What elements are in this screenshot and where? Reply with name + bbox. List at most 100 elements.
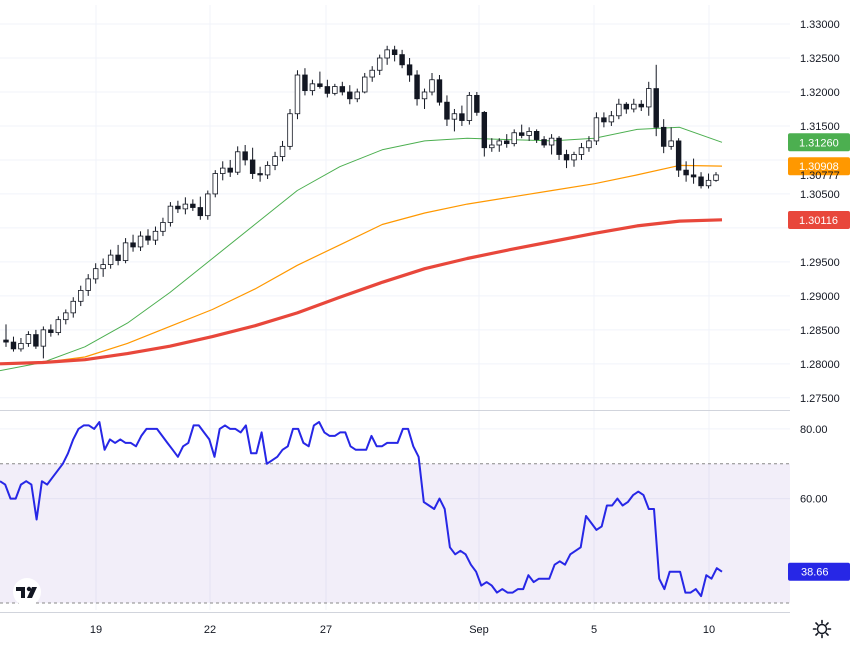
bullish-candle	[369, 69, 375, 78]
bullish-candle	[511, 132, 517, 145]
bearish-candle	[406, 64, 413, 76]
price-badge	[788, 157, 850, 176]
bullish-candle	[92, 268, 99, 280]
time-tick-label: 22	[204, 624, 216, 636]
bullish-candle	[466, 94, 473, 121]
bullish-candle	[220, 167, 226, 174]
bearish-candle	[623, 103, 630, 110]
bullish-candle	[294, 74, 301, 115]
time-tick-label: 5	[591, 624, 597, 636]
bearish-candle	[399, 54, 405, 66]
bullish-candle	[264, 164, 271, 176]
bullish-candle	[429, 79, 435, 93]
bullish-candle	[631, 103, 637, 110]
bullish-candle	[586, 140, 592, 149]
bearish-candle	[10, 341, 17, 350]
bearish-candle	[504, 140, 510, 145]
rsi-value-label: 38.66	[801, 567, 829, 579]
bearish-candle	[130, 242, 136, 248]
bearish-candle	[414, 74, 420, 100]
price-tick-label: 1.28500	[800, 325, 840, 337]
bearish-candle	[563, 154, 570, 161]
bearish-candle	[533, 131, 540, 140]
price-tick-label: 1.30500	[800, 189, 840, 201]
price-badge	[788, 133, 850, 152]
bullish-candle	[25, 334, 32, 344]
bullish-candle	[668, 140, 674, 147]
price-tick-label: 1.32000	[800, 87, 840, 99]
time-axis[interactable]: 19 22 27 Sep 5 10	[90, 624, 715, 636]
bullish-candle	[287, 113, 293, 147]
tradingview-logo-icon	[13, 578, 41, 606]
rsi-value-badge	[788, 562, 850, 581]
bullish-candle	[578, 147, 585, 155]
bullish-candle	[384, 49, 390, 59]
bearish-candle	[601, 117, 607, 123]
bullish-candle	[152, 230, 159, 241]
bullish-candle	[451, 113, 458, 120]
bearish-candle	[436, 79, 443, 103]
bullish-candle	[63, 312, 69, 321]
bullish-candle	[309, 83, 316, 92]
bearish-candle	[556, 137, 562, 155]
price-badge-label: 1.31260	[799, 137, 839, 149]
bearish-candle	[660, 126, 667, 147]
bullish-candle	[70, 300, 76, 314]
bullish-candle	[489, 144, 495, 149]
bullish-candle	[548, 137, 555, 146]
bearish-candle	[541, 139, 547, 146]
bullish-candle	[421, 91, 428, 100]
bullish-candle	[100, 264, 106, 270]
bearish-candle	[347, 91, 353, 100]
tradingview-logo[interactable]	[10, 578, 44, 606]
bullish-candle	[496, 140, 502, 146]
moving-average-lines	[0, 126, 723, 372]
price-badge-label: 1.30116	[799, 215, 838, 227]
bearish-candle	[339, 86, 346, 93]
price-badge-label: 1.30908	[799, 161, 839, 173]
current-price-label: 1.30777	[800, 170, 840, 182]
bullish-candle	[18, 343, 24, 350]
rsi-overbought-oversold-band	[0, 463, 790, 604]
bearish-candle	[698, 176, 704, 187]
bullish-candle	[107, 254, 114, 266]
bullish-candle	[705, 179, 712, 187]
grid-lines	[0, 5, 790, 610]
gear-icon	[812, 619, 832, 639]
price-tick-label: 1.33000	[800, 19, 840, 31]
moving-average-line	[0, 126, 723, 372]
price-tick-label: 1.29000	[800, 291, 840, 303]
rsi-series-line	[0, 421, 723, 598]
bearish-candle	[653, 88, 659, 128]
bearish-candle	[324, 86, 331, 94]
price-tick-label: 1.29500	[800, 257, 840, 269]
bearish-candle	[197, 207, 204, 217]
bullish-candle	[354, 91, 360, 100]
bullish-candle	[234, 151, 241, 173]
bullish-candle	[182, 203, 189, 210]
price-axis[interactable]: 1.33000 1.32500 1.32000 1.31500 1.30500 1.295…	[800, 19, 840, 405]
bullish-candle	[85, 278, 91, 291]
bullish-candle	[167, 205, 174, 223]
time-tick-label: 27	[320, 624, 332, 636]
bullish-candle	[78, 290, 84, 302]
bullish-candle	[55, 319, 62, 333]
bullish-candle	[571, 154, 577, 161]
candlesticks	[3, 45, 719, 359]
time-tick-label: 10	[703, 624, 715, 636]
price-tick-label: 1.32500	[800, 53, 840, 65]
bullish-candle	[713, 174, 719, 181]
rsi-tick-label: 60.00	[800, 494, 828, 506]
bearish-candle	[317, 83, 323, 87]
bearish-candle	[145, 235, 151, 241]
time-tick-label: Sep	[469, 624, 489, 636]
rsi-axis[interactable]: 80.00 60.00	[800, 424, 828, 506]
bullish-candle	[526, 131, 532, 136]
bearish-candle	[175, 205, 181, 210]
bullish-candle	[272, 156, 278, 166]
moving-average-line	[0, 164, 723, 365]
settings-button[interactable]	[812, 619, 832, 639]
bearish-candle	[474, 94, 480, 113]
